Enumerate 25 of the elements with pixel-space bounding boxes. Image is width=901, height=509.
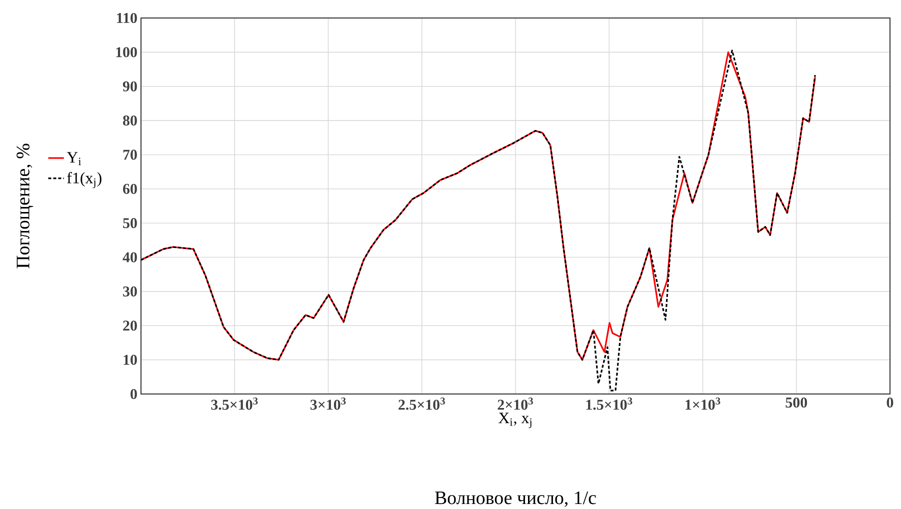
x-tick-label: 2.5×10$^{3}$ xyxy=(398,398,445,410)
y-tick-label: 10 xyxy=(124,354,137,365)
legend-label: f1(x$_{j}$) xyxy=(67,172,102,188)
legend-label: Y$_{i}$ xyxy=(66,152,82,166)
x-tick-label: 500 xyxy=(786,398,808,408)
y-tick-label: 70 xyxy=(123,150,137,160)
y-tick-label: 90 xyxy=(122,81,137,92)
x-tick-label: 3.5×10$^{3}$ xyxy=(211,398,258,410)
y-tick-label: 20 xyxy=(123,320,137,331)
x-tick-label: 0 xyxy=(886,398,894,408)
text: Волновое число, 1/с xyxy=(435,492,596,507)
y-tick-label: 110 xyxy=(117,12,137,24)
y-tick-label: 80 xyxy=(123,116,137,126)
y-tick-label: 40 xyxy=(122,252,137,262)
y-axis-title: Поглощение, % xyxy=(16,144,34,268)
x-tick-label: 1×10$^{3}$ xyxy=(686,398,720,410)
y-tick-label: 100 xyxy=(116,47,137,58)
y-tick-label: 0 xyxy=(130,388,137,400)
y-tick-label: 50 xyxy=(123,218,137,228)
x-tick-label: 3×10$^{3}$ xyxy=(310,398,346,410)
y-tick-label: 30 xyxy=(123,286,137,296)
x-tick-label: 1.5×10$^{3}$ xyxy=(586,398,632,410)
x-tick-label: 2×10$^{3}$ xyxy=(498,398,533,410)
y-tick-label: 60 xyxy=(123,184,137,194)
x-axis-title: X$_{i}$, x$_{j}$ xyxy=(498,412,532,428)
